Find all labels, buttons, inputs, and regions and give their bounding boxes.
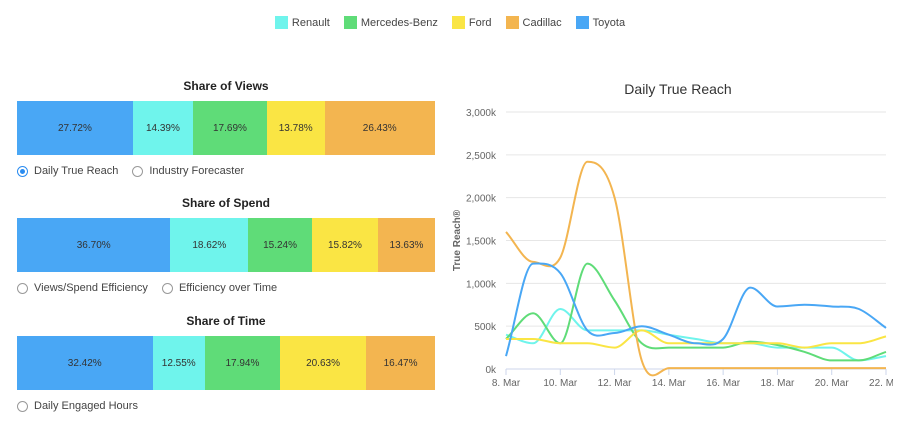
series-line-cadillac (505, 160, 886, 377)
share-of-spend-panel: Share of Spend 36.70% 18.62% 15.24% 15.82% 1… (17, 196, 435, 294)
legend-item-renault[interactable]: Renault (274, 16, 330, 29)
bar-segment-ford[interactable]: 20.63% (279, 336, 367, 390)
legend-label: Cadillac (522, 16, 562, 29)
radio-views-spend-efficiency[interactable]: Views/Spend Efficiency (17, 282, 148, 294)
x-tick-label: 10. Mar (543, 378, 578, 389)
series-line-toyota (505, 262, 887, 357)
share-of-spend-title: Share of Spend (181, 196, 270, 210)
x-tick-label: 20. Mar (815, 378, 850, 389)
chart-legend: Renault Mercedes-Benz Ford Cadillac Toyo… (0, 16, 900, 29)
y-tick-label: 1,500k (466, 237, 497, 248)
radio-label: Views/Spend Efficiency (34, 282, 148, 294)
legend-item-toyota[interactable]: Toyota (575, 16, 626, 29)
radio-label: Daily Engaged Hours (34, 400, 138, 412)
bar-segment-ford[interactable]: 13.78% (266, 101, 325, 155)
bar-segment-toyota[interactable]: 36.70% (17, 218, 171, 272)
y-axis-label: True Reach® (452, 209, 463, 271)
radio-indicator (17, 165, 28, 177)
bar-segment-toyota[interactable]: 32.42% (17, 336, 153, 390)
radio-indicator (132, 165, 144, 177)
daily-true-reach-chart: Daily True Reach 0k 500k 1,000k 1,500k 2,000k… (452, 81, 893, 389)
bar-segment-mercedes-benz[interactable]: 17.94% (204, 336, 280, 390)
y-tick-label: 1,000k (466, 279, 497, 290)
bar-segment-renault[interactable]: 18.62% (170, 218, 249, 272)
legend-label: Renault (291, 16, 330, 29)
radio-daily-true-reach[interactable]: Daily True Reach (17, 165, 118, 177)
y-tick-label: 2,000k (466, 194, 497, 205)
y-tick-label: 500k (474, 322, 497, 333)
share-of-time-panel: Share of Time 32.42% 12.55% 17.94% 20.63% 16… (17, 314, 435, 412)
share-of-spend-bar: 36.70% 18.62% 15.24% 15.82% 13.63% (17, 218, 435, 272)
x-tick-label: 16. Mar (706, 378, 741, 389)
legend-item-ford[interactable]: Ford (451, 16, 492, 29)
legend-swatch-toyota (575, 16, 589, 29)
bar-segment-mercedes-benz[interactable]: 15.24% (248, 218, 312, 272)
legend-label: Mercedes-Benz (360, 16, 438, 29)
x-tick-label: 8. Mar (492, 378, 521, 389)
bar-segment-ford[interactable]: 15.82% (311, 218, 378, 272)
series-line-mercedes-benz (505, 262, 887, 362)
radio-indicator (161, 282, 173, 294)
x-tick-label: 12. Mar (598, 378, 633, 389)
legend-label: Toyota (592, 16, 626, 29)
bar-segment-toyota[interactable]: 27.72% (17, 101, 133, 155)
radio-label: Efficiency over Time (178, 282, 278, 294)
radio-daily-engaged-hours[interactable]: Daily Engaged Hours (17, 400, 138, 412)
x-tick-label: 14. Mar (652, 378, 687, 389)
legend-label: Ford (468, 16, 492, 29)
bar-segment-cadillac[interactable]: 13.63% (378, 218, 435, 272)
y-tick-label: 0k (485, 365, 497, 376)
bar-segment-cadillac[interactable]: 26.43% (324, 101, 435, 155)
bar-segment-mercedes-benz[interactable]: 17.69% (192, 101, 267, 155)
share-of-time-bar: 32.42% 12.55% 17.94% 20.63% 16.47% (17, 336, 435, 390)
legend-swatch-cadillac (505, 16, 519, 29)
bar-segment-cadillac[interactable]: 16.47% (366, 336, 435, 390)
bar-segment-renault[interactable]: 14.39% (132, 101, 193, 155)
x-tick-label: 22. Mar (869, 378, 893, 389)
y-tick-label: 2,500k (466, 151, 497, 162)
x-tick-label: 18. Mar (760, 378, 795, 389)
legend-item-mercedes-benz[interactable]: Mercedes-Benz (343, 16, 438, 29)
share-of-views-panel: Share of Views 27.72% 14.39% 17.69% 13.78% 2… (17, 79, 435, 177)
radio-industry-forecaster[interactable]: Industry Forecaster (132, 165, 244, 177)
legend-swatch-ford (451, 16, 465, 29)
radio-efficiency-over-time[interactable]: Efficiency over Time (161, 282, 278, 294)
legend-swatch-renault (274, 16, 288, 29)
radio-label: Daily True Reach (34, 165, 119, 177)
share-of-views-title: Share of Views (183, 79, 269, 93)
bar-segment-renault[interactable]: 12.55% (152, 336, 205, 390)
y-tick-label: 3,000k (466, 108, 497, 119)
legend-swatch-mercedes-benz (343, 16, 357, 29)
radio-label: Industry Forecaster (149, 165, 245, 177)
radio-indicator (17, 400, 28, 412)
legend-item-cadillac[interactable]: Cadillac (505, 16, 562, 29)
share-of-time-title: Share of Time (186, 314, 266, 328)
radio-indicator (17, 282, 28, 294)
series-line-renault (505, 308, 887, 362)
chart-title: Daily True Reach (624, 81, 731, 97)
share-of-views-bar: 27.72% 14.39% 17.69% 13.78% 26.43% (17, 101, 435, 155)
